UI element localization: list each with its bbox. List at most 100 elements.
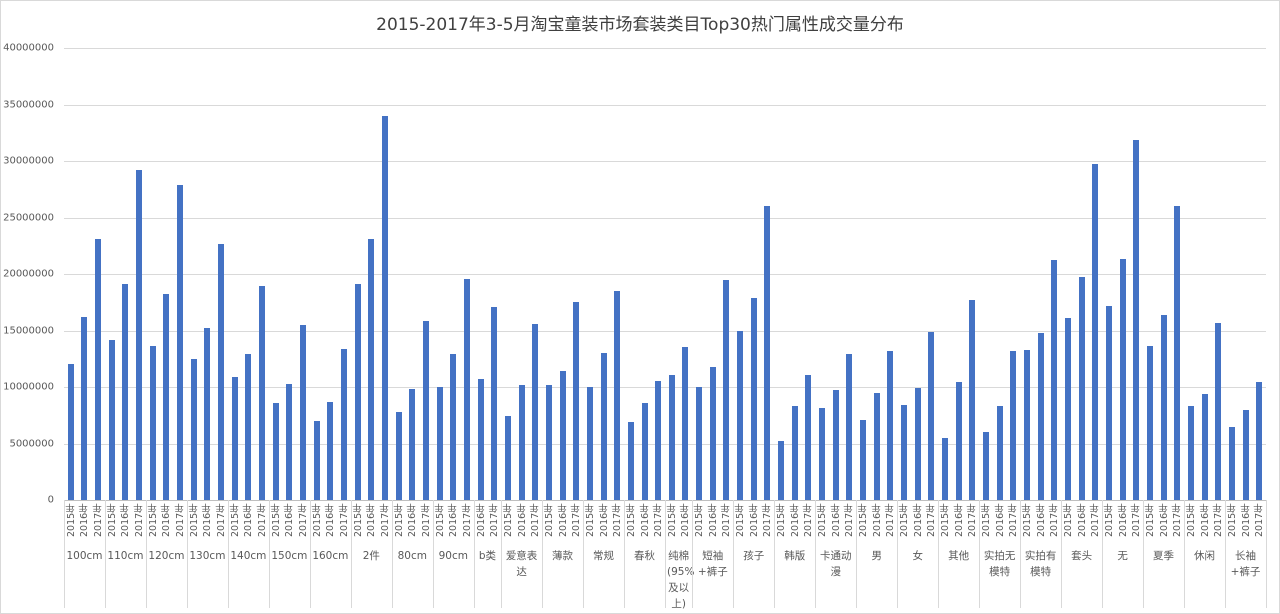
bar[interactable] xyxy=(696,387,703,500)
bar[interactable] xyxy=(1215,322,1222,500)
category-divider xyxy=(624,500,626,608)
bar[interactable] xyxy=(559,371,566,500)
x-year-label: 2015年 xyxy=(735,503,747,537)
bar[interactable] xyxy=(764,206,771,500)
bar[interactable] xyxy=(1064,318,1071,500)
bar[interactable] xyxy=(914,388,921,500)
bar[interactable] xyxy=(477,379,484,500)
bar[interactable] xyxy=(1051,260,1058,500)
bar[interactable] xyxy=(204,328,211,500)
bar[interactable] xyxy=(1133,139,1140,500)
bar[interactable] xyxy=(586,387,593,500)
bar[interactable] xyxy=(723,279,730,500)
y-tick-label: 5000000 xyxy=(9,438,54,449)
bar[interactable] xyxy=(450,354,457,500)
bar[interactable] xyxy=(901,405,908,500)
bar[interactable] xyxy=(614,290,621,500)
bar[interactable] xyxy=(463,278,470,500)
bar[interactable] xyxy=(778,441,785,500)
bar[interactable] xyxy=(245,354,252,500)
bar[interactable] xyxy=(942,437,948,500)
bar[interactable] xyxy=(627,422,634,500)
bar[interactable] xyxy=(1242,409,1249,500)
bar[interactable] xyxy=(1187,406,1194,500)
bar[interactable] xyxy=(1092,164,1099,500)
bar[interactable] xyxy=(259,286,266,500)
bar[interactable] xyxy=(1078,277,1085,500)
bar[interactable] xyxy=(545,384,552,500)
bar[interactable] xyxy=(737,330,744,500)
category-divider xyxy=(1184,500,1186,608)
x-year-label: 2015年 xyxy=(1144,503,1156,537)
bar[interactable] xyxy=(846,354,853,500)
bar[interactable] xyxy=(1228,426,1235,500)
x-category-label: b类 xyxy=(478,550,496,562)
bar[interactable] xyxy=(1160,314,1167,500)
bar[interactable] xyxy=(1010,350,1017,500)
bar[interactable] xyxy=(641,402,648,500)
bar[interactable] xyxy=(1119,259,1126,500)
bar[interactable] xyxy=(436,387,443,500)
bar[interactable] xyxy=(177,184,184,500)
bar[interactable] xyxy=(682,347,689,500)
bar[interactable] xyxy=(1256,382,1263,500)
bar[interactable] xyxy=(163,294,170,500)
bar[interactable] xyxy=(108,339,115,500)
bar[interactable] xyxy=(532,323,539,500)
bar[interactable] xyxy=(928,331,935,500)
bar[interactable] xyxy=(969,300,976,500)
x-category-label: 其他 xyxy=(948,550,970,562)
bar[interactable] xyxy=(600,353,607,500)
bar[interactable] xyxy=(286,383,293,500)
bar[interactable] xyxy=(1201,393,1208,500)
bar[interactable] xyxy=(327,401,334,500)
bar[interactable] xyxy=(95,238,102,500)
bar[interactable] xyxy=(231,376,238,500)
bar[interactable] xyxy=(136,170,143,500)
bar[interactable] xyxy=(819,408,826,500)
bar[interactable] xyxy=(190,358,197,500)
bar[interactable] xyxy=(272,402,279,500)
bar[interactable] xyxy=(750,297,757,500)
bar[interactable] xyxy=(996,406,1003,500)
bar[interactable] xyxy=(395,411,402,500)
bar[interactable] xyxy=(218,243,225,500)
bar[interactable] xyxy=(122,284,129,500)
category-divider xyxy=(227,500,229,608)
bar[interactable] xyxy=(805,374,812,500)
bar[interactable] xyxy=(1023,349,1030,500)
x-year-label: 2016年 xyxy=(366,503,378,537)
bar[interactable] xyxy=(81,316,88,500)
bar[interactable] xyxy=(832,390,839,500)
bar[interactable] xyxy=(518,384,525,500)
bar[interactable] xyxy=(409,389,416,500)
bar[interactable] xyxy=(873,392,880,500)
bar[interactable] xyxy=(573,302,580,500)
bar[interactable] xyxy=(1105,305,1112,500)
bar[interactable] xyxy=(1146,346,1153,500)
bar[interactable] xyxy=(709,366,716,500)
bar[interactable] xyxy=(1174,206,1181,500)
bar[interactable] xyxy=(354,284,361,500)
bar[interactable] xyxy=(491,306,498,500)
bar[interactable] xyxy=(381,115,388,500)
bar[interactable] xyxy=(955,382,962,500)
bar[interactable] xyxy=(1037,332,1044,500)
x-category-label: 纯棉(95%及以上) xyxy=(667,550,695,610)
bar[interactable] xyxy=(300,324,307,500)
bar[interactable] xyxy=(887,350,894,500)
bar[interactable] xyxy=(860,419,867,500)
bar[interactable] xyxy=(982,432,989,500)
bar[interactable] xyxy=(422,321,429,500)
bar[interactable] xyxy=(655,381,662,500)
category-divider xyxy=(815,500,817,608)
bar[interactable] xyxy=(341,348,347,500)
bar[interactable] xyxy=(313,420,320,500)
bar[interactable] xyxy=(668,374,675,500)
gridline xyxy=(64,48,1266,49)
bar[interactable] xyxy=(368,238,375,500)
bar[interactable] xyxy=(149,346,156,500)
bar[interactable] xyxy=(791,406,798,500)
bar[interactable] xyxy=(67,364,74,500)
bar[interactable] xyxy=(504,416,511,500)
